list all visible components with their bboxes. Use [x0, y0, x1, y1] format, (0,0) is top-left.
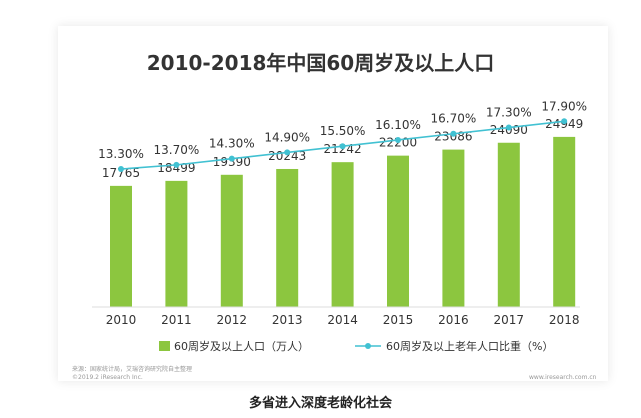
bar-label-2010: 17765 [102, 166, 140, 180]
ratio-label-2015: 16.10% [375, 118, 421, 132]
ratio-point-2012 [228, 155, 235, 162]
ratio-point-2013 [284, 149, 291, 156]
ratio-point-2018 [561, 118, 568, 125]
bar-2018 [553, 136, 576, 307]
bar-2011 [165, 180, 188, 307]
bar-2010 [110, 185, 132, 307]
x-tick-2010: 2010 [106, 313, 137, 327]
ratio-point-2010 [118, 166, 124, 173]
x-tick-2016: 2016 [438, 313, 469, 327]
ratio-label-2014: 15.50% [320, 124, 366, 138]
bar-2015 [387, 155, 409, 307]
x-tick-2012: 2012 [217, 313, 248, 327]
x-tick-2011: 2011 [161, 313, 192, 327]
legend-line-label: 60周岁及以上老年人口比重（%） [386, 339, 553, 353]
x-tick-2013: 2013 [272, 313, 303, 327]
ratio-point-2017 [505, 124, 512, 131]
ratio-label-2013: 14.90% [264, 130, 310, 144]
legend-line-marker [365, 343, 371, 349]
x-tick-2014: 2014 [327, 313, 358, 327]
bar-label-2013: 20243 [268, 149, 306, 163]
legend-bar-label: 60周岁及以上人口（万人） [174, 339, 309, 353]
source-note: 来源：国家统计局，艾瑞咨询研究院自主整理 [72, 366, 193, 373]
bar-2013 [276, 168, 299, 307]
ratio-label-2016: 16.70% [431, 112, 477, 126]
ratio-label-2012: 14.30% [209, 137, 255, 151]
bar-2017 [497, 142, 520, 307]
ratio-point-2015 [395, 136, 401, 143]
ratio-label-2010: 13.30% [98, 147, 144, 161]
copyright-note: ©2019.2 iResearch Inc. [72, 374, 143, 381]
chart-title: 2010-2018年中国60周岁及以上人口 [146, 51, 495, 75]
x-tick-2015: 2015 [383, 313, 414, 327]
bar-2016 [442, 149, 465, 307]
ratio-label-2017: 17.30% [486, 106, 532, 120]
ratio-label-2018: 17.90% [541, 99, 587, 113]
ratio-point-2011 [173, 161, 180, 168]
ratio-point-2014 [339, 143, 346, 150]
bar-2014 [331, 162, 354, 307]
x-tick-2018: 2018 [549, 313, 580, 327]
figure-caption: 多省进入深度老龄化社会 [248, 396, 392, 411]
x-tick-2017: 2017 [494, 313, 525, 327]
ratio-point-2016 [450, 130, 457, 137]
legend-bar-swatch [159, 341, 170, 351]
ratio-label-2011: 13.70% [154, 143, 200, 157]
bar-2012 [220, 174, 243, 307]
brand-watermark: www.iresearch.com.cn [529, 374, 597, 381]
